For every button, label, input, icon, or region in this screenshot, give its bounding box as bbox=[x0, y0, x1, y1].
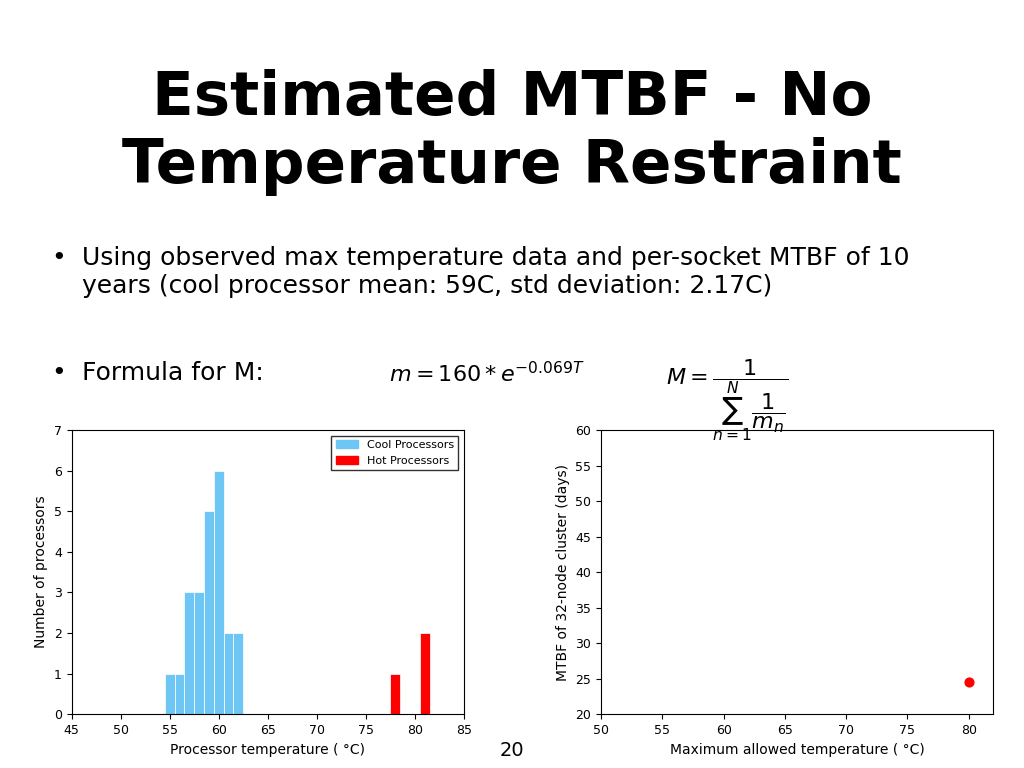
Text: 20: 20 bbox=[500, 741, 524, 760]
Y-axis label: Number of processors: Number of processors bbox=[35, 496, 48, 648]
Bar bbox=[184, 592, 195, 714]
Point bbox=[961, 676, 977, 688]
Bar bbox=[390, 674, 400, 714]
Bar bbox=[420, 633, 429, 714]
X-axis label: Maximum allowed temperature ( °C): Maximum allowed temperature ( °C) bbox=[670, 743, 925, 756]
Bar bbox=[204, 511, 214, 714]
Text: $M = \dfrac{1}{\sum_{n=1}^{N} \dfrac{1}{m_n}}$: $M = \dfrac{1}{\sum_{n=1}^{N} \dfrac{1}{… bbox=[666, 357, 787, 443]
Text: Estimated MTBF - No
Temperature Restraint: Estimated MTBF - No Temperature Restrain… bbox=[122, 69, 902, 197]
Bar bbox=[195, 592, 204, 714]
Text: •: • bbox=[51, 246, 66, 270]
Bar bbox=[223, 633, 233, 714]
Bar bbox=[214, 471, 223, 714]
Text: Formula for M:: Formula for M: bbox=[82, 361, 263, 385]
Legend: Cool Processors, Hot Processors: Cool Processors, Hot Processors bbox=[331, 435, 459, 470]
Text: Using observed max temperature data and per-socket MTBF of 10
years (cool proces: Using observed max temperature data and … bbox=[82, 246, 909, 297]
Y-axis label: MTBF of 32-node cluster (days): MTBF of 32-node cluster (days) bbox=[556, 464, 569, 680]
Text: •: • bbox=[51, 361, 66, 385]
Bar bbox=[233, 633, 244, 714]
Bar bbox=[175, 674, 184, 714]
X-axis label: Processor temperature ( °C): Processor temperature ( °C) bbox=[170, 743, 366, 756]
Bar bbox=[165, 674, 175, 714]
Text: $m = 160 * e^{-0.069T}$: $m = 160 * e^{-0.069T}$ bbox=[389, 361, 585, 386]
